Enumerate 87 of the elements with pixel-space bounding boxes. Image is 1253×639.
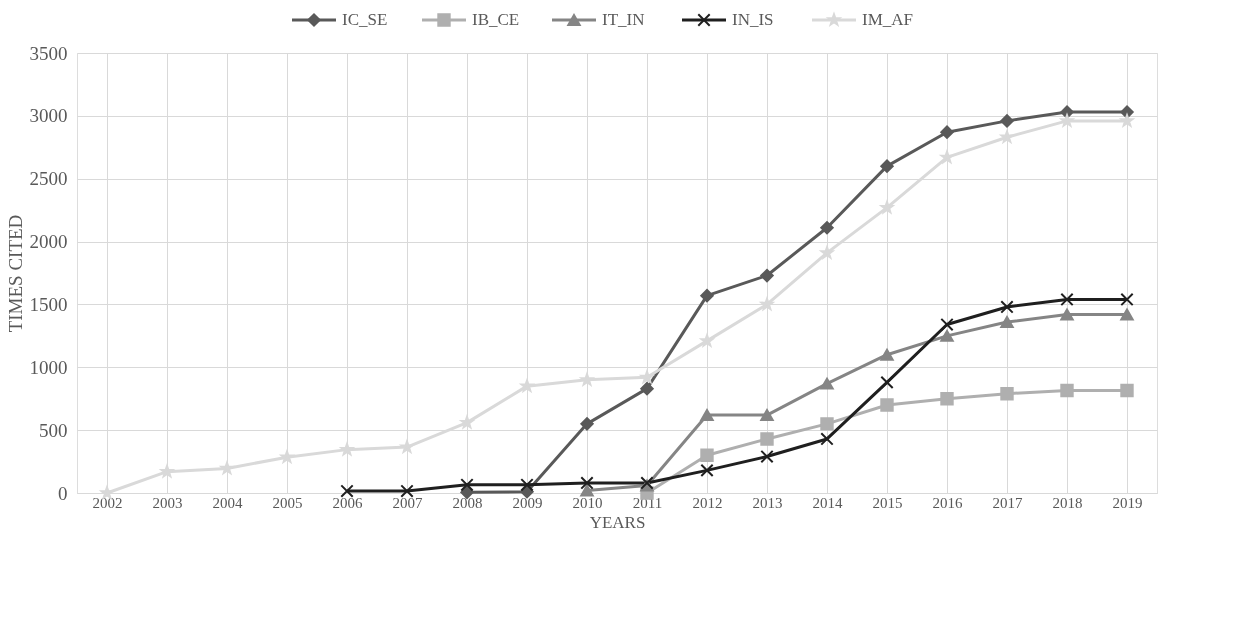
point [520,379,534,392]
point [1000,386,1014,401]
point [640,381,654,396]
legend-label: IC_SE [342,10,388,29]
point [280,450,294,463]
point [460,415,474,429]
x-axis-title: YEARS [589,512,646,532]
point [880,200,894,214]
point [400,484,414,498]
point [760,409,774,421]
y-tick-label: 500 [39,419,68,441]
x-tick-label: 2015 [872,494,903,511]
x-tick-label: 2009 [512,494,543,511]
point [1000,316,1014,328]
x-tick-label: 2006 [332,494,363,511]
point [700,463,714,478]
legend-label: IN_IS [732,10,774,29]
legend-label: IT_IN [602,10,645,29]
point [1000,300,1014,314]
x-tick-label: 2007 [392,494,423,511]
point [820,377,834,390]
point [580,484,594,497]
point [160,464,174,478]
x-tick-label: 2005 [272,494,303,511]
point [1120,308,1134,321]
x-tick-label: 2019 [1112,494,1143,511]
point [760,449,774,464]
legend-label: IM_AF [862,10,914,29]
point [1060,308,1074,321]
point [340,484,354,498]
point [940,392,954,406]
point [760,432,774,446]
y-tick-label: 1000 [29,356,68,378]
point [760,268,774,283]
point [580,417,594,431]
point [820,432,834,446]
y-tick-label: 3000 [29,105,68,127]
point [1120,114,1134,127]
point [700,334,714,347]
point [1120,292,1134,307]
x-tick-label: 2016 [932,494,963,511]
point [820,221,834,235]
y-tick-label: 3500 [29,42,68,64]
y-tick-label: 1500 [29,293,68,315]
y-tick-label: 0 [58,482,68,504]
y-axis-title: TIMES CITED [4,214,26,333]
point [880,398,894,412]
x-tick-label: 2004 [212,494,243,511]
x-tick-label: 2013 [752,494,783,511]
x-tick-label: 2014 [812,494,843,511]
x-tick-label: 2012 [692,494,723,511]
point [700,448,714,462]
point [700,288,714,303]
point [1060,383,1074,398]
y-tick-label: 2500 [29,168,68,190]
point [820,246,834,259]
point [520,478,534,492]
x-tick-label: 2003 [152,494,183,511]
point [580,476,594,490]
x-tick-label: 2018 [1052,494,1083,511]
point [760,297,774,311]
x-tick-label: 2017 [992,494,1023,511]
point [700,409,714,421]
point [820,417,834,431]
x-tick-label: 2008 [452,494,483,511]
legend-label: IB_CE [472,10,520,29]
x-tick-label: 2002 [92,494,123,511]
point [940,125,954,139]
point [580,373,594,386]
point [1000,130,1014,143]
point [640,370,654,383]
point [880,159,894,173]
point [940,150,954,163]
point [940,317,954,332]
point [1060,292,1074,307]
point [880,348,894,361]
point [940,329,954,342]
point [220,461,234,475]
point [400,440,414,453]
point [1120,383,1134,398]
point [1060,114,1074,127]
x-tick-label: 2010 [572,494,603,511]
point [460,478,474,492]
y-tick-label: 2000 [29,231,68,253]
point [100,486,114,499]
point [340,442,354,456]
point [1000,114,1014,128]
